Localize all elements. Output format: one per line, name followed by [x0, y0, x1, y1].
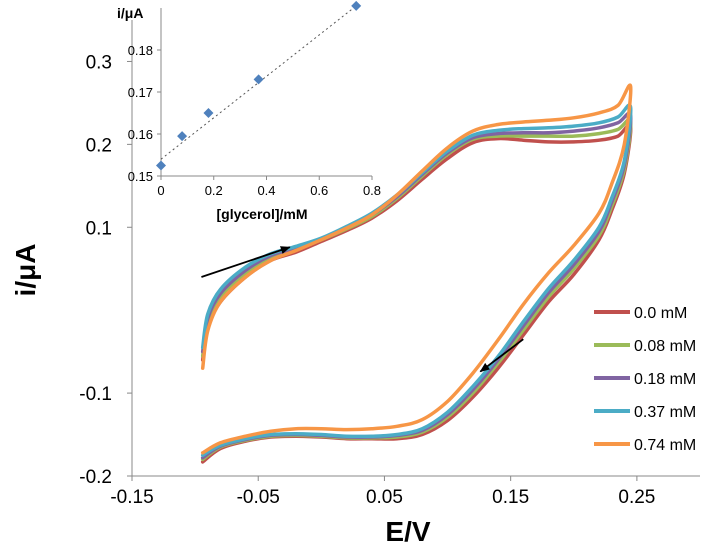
legend-label: 0.0 mM: [634, 305, 687, 322]
inset-y-axis-title: i/μA: [117, 5, 143, 21]
inset-data-point: [351, 0, 362, 11]
x-axis-title: E/V: [385, 516, 430, 547]
inset-y-tick-label: 0.15: [128, 169, 153, 184]
inset-ticks: 0 0.2 0.4 0.6 0.8 0.15 0.16 0.17 0.18: [128, 43, 381, 198]
inset-trendline: [160, 5, 357, 160]
inset-calibration-chart: 0 0.2 0.4 0.6 0.8 0.15 0.16 0.17 0.18 i/μA [glyc…: [117, 0, 381, 222]
legend-label: 0.37 mM: [634, 404, 696, 421]
inset-trendline-line: [160, 5, 357, 160]
legend: 0.0 mM 0.08 mM 0.18 mM 0.37 mM 0.74 mM: [594, 305, 696, 454]
inset-x-tick-label: 0.8: [363, 183, 381, 198]
inset-data-point: [253, 74, 264, 85]
legend-label: 0.08 mM: [634, 338, 696, 355]
inset-y-tick-label: 0.17: [128, 85, 153, 100]
main-series: [200, 83, 633, 464]
main-ticks: -0.15 -0.05 0.05 0.15 0.25 -0.2 -0.1 0.1 0.2 0.3: [79, 52, 655, 508]
x-tick-label: -0.05: [237, 487, 280, 508]
y-tick-label: 0.2: [86, 135, 112, 156]
inset-data-point: [177, 131, 188, 142]
inset-x-tick-label: 0: [157, 183, 164, 198]
direction-arrow-down-left: [479, 338, 524, 373]
y-tick-label: 0.1: [86, 218, 112, 239]
legend-label: 0.18 mM: [634, 371, 696, 388]
inset-x-tick-label: 0.4: [257, 183, 275, 198]
x-tick-label: 0.15: [492, 487, 529, 508]
direction-arrow-up-right: [201, 246, 291, 278]
x-tick-label: 0.25: [618, 487, 655, 508]
x-tick-label: -0.15: [110, 487, 153, 508]
inset-data-point: [203, 108, 214, 118]
inset-x-axis-title: [glycerol]/mM: [216, 206, 307, 222]
series-line-0_18-mM: [200, 111, 633, 460]
legend-label: 0.74 mM: [634, 437, 696, 454]
inset-data-point: [156, 160, 166, 171]
series-line-0_08-mM: [200, 117, 633, 462]
y-tick-label: -0.2: [79, 467, 112, 488]
series-line-0_74-mM: [200, 83, 633, 455]
x-tick-label: 0.05: [366, 487, 403, 508]
y-axis-title: i/μA: [10, 244, 41, 297]
inset-y-tick-label: 0.16: [128, 127, 153, 142]
inset-points: [156, 0, 362, 171]
y-tick-label: 0.3: [86, 52, 112, 73]
direction-arrows: [201, 246, 524, 373]
inset-x-tick-label: 0.2: [205, 183, 223, 198]
inset-y-tick-label: 0.18: [128, 43, 153, 58]
y-tick-label: -0.1: [79, 384, 112, 405]
inset-x-tick-label: 0.6: [310, 183, 328, 198]
